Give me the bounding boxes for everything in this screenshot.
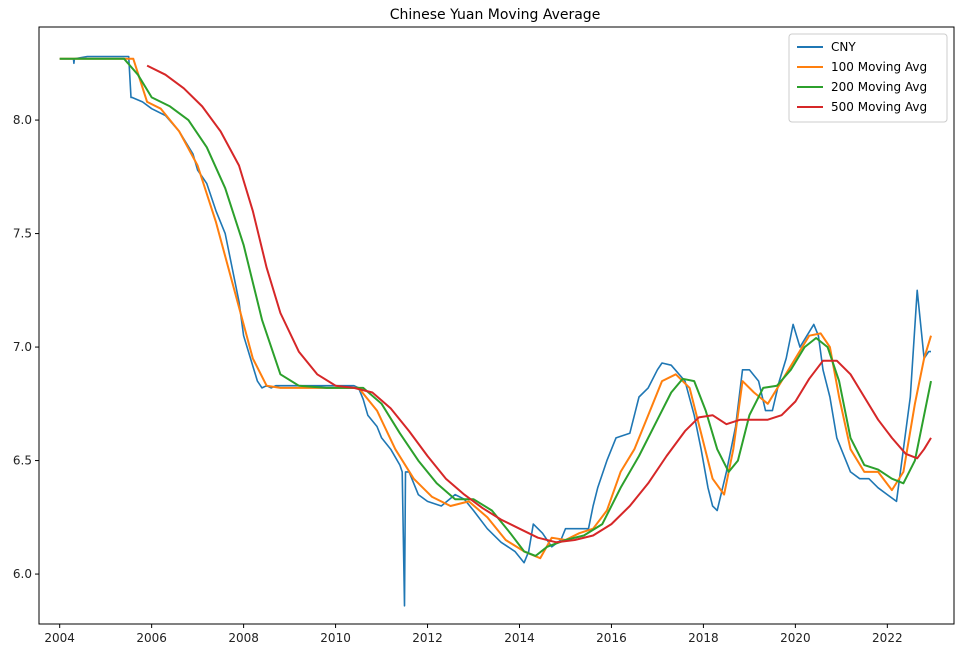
- legend-label-1: 100 Moving Avg: [831, 60, 927, 74]
- x-tick-label: 2018: [688, 631, 719, 645]
- y-tick-label: 6.0: [13, 567, 32, 581]
- x-tick-label: 2004: [44, 631, 75, 645]
- legend-label-3: 500 Moving Avg: [831, 100, 927, 114]
- x-tick-label: 2006: [136, 631, 167, 645]
- axes: 2004 2006 2008 2010 2012 2014 2016 2018 2020 2022…: [13, 26, 955, 645]
- legend-box: [788, 33, 948, 123]
- x-tick-label: 2012: [412, 631, 443, 645]
- x-tick-label: 2020: [780, 631, 811, 645]
- plot-area: [59, 55, 932, 607]
- x-tick-label: 2010: [320, 631, 351, 645]
- x-tick-label: 2022: [872, 631, 903, 645]
- x-tick-label: 2016: [596, 631, 627, 645]
- series-line-3: [146, 64, 932, 544]
- series-line-0: [59, 55, 931, 607]
- y-tick-label: 7.0: [13, 340, 32, 354]
- legend-label-0: CNY: [831, 40, 856, 54]
- x-tick-label: 2014: [504, 631, 535, 645]
- series-line-1: [59, 57, 932, 560]
- legend: CNY 100 Moving Avg 200 Moving Avg 500 Movin…: [788, 33, 948, 123]
- legend-label-2: 200 Moving Avg: [831, 80, 927, 94]
- y-tick-label: 6.5: [13, 454, 32, 468]
- y-tick-label: 8.0: [13, 113, 32, 127]
- chart-title: Chinese Yuan Moving Average: [390, 7, 601, 23]
- series-line-2: [59, 57, 932, 557]
- x-tick-label: 2008: [228, 631, 259, 645]
- y-tick-label: 7.5: [13, 227, 32, 241]
- axes-frame: [38, 26, 955, 625]
